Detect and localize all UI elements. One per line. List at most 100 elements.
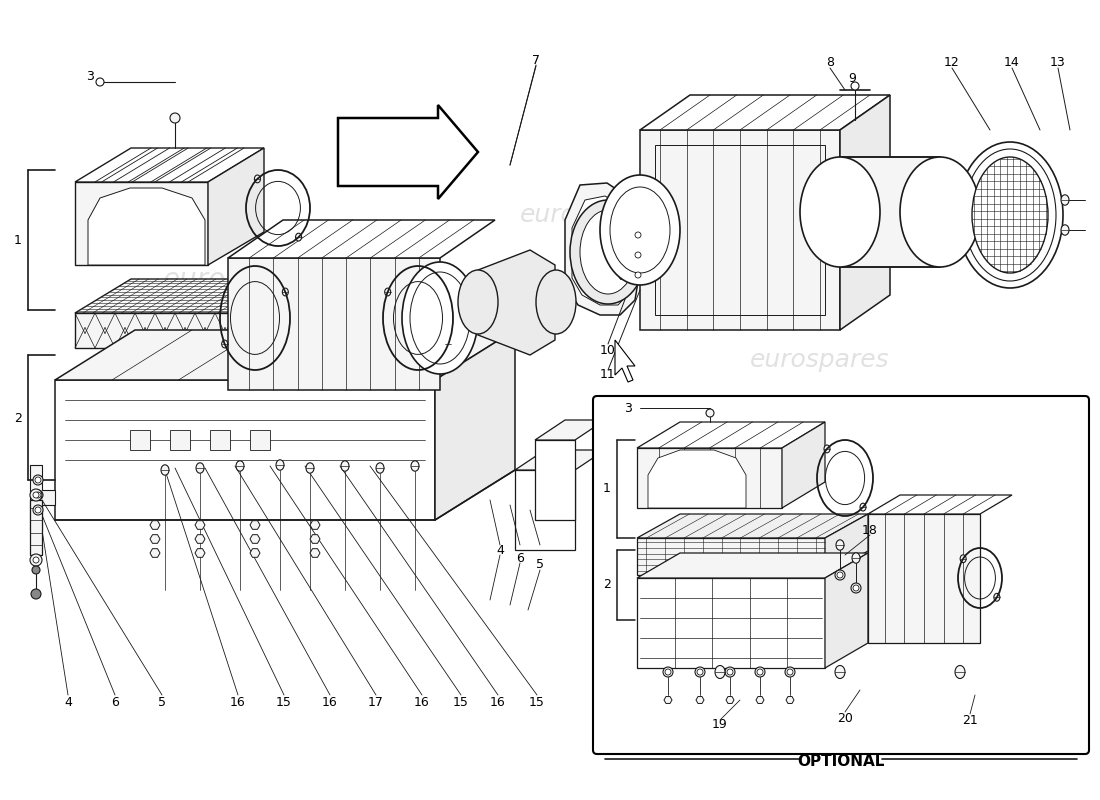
Polygon shape — [228, 258, 440, 390]
Ellipse shape — [860, 503, 866, 511]
Text: 3: 3 — [624, 402, 631, 414]
Ellipse shape — [196, 462, 204, 474]
Text: 7: 7 — [532, 54, 540, 66]
Polygon shape — [170, 430, 190, 450]
Text: 5: 5 — [536, 558, 544, 571]
Ellipse shape — [283, 288, 288, 296]
Ellipse shape — [32, 566, 40, 574]
Polygon shape — [640, 95, 890, 130]
Ellipse shape — [35, 507, 41, 513]
Polygon shape — [572, 196, 632, 305]
Text: 11: 11 — [601, 369, 616, 382]
Text: eurospares: eurospares — [520, 203, 660, 227]
Polygon shape — [618, 250, 628, 259]
Ellipse shape — [276, 460, 284, 470]
Polygon shape — [235, 279, 292, 348]
Text: 9: 9 — [848, 71, 856, 85]
Ellipse shape — [900, 157, 980, 267]
Ellipse shape — [33, 492, 39, 498]
Text: eurospares: eurospares — [750, 348, 890, 372]
Text: 14: 14 — [1004, 55, 1020, 69]
Ellipse shape — [635, 252, 641, 258]
Polygon shape — [868, 514, 980, 643]
Polygon shape — [250, 521, 260, 530]
Ellipse shape — [170, 113, 180, 123]
Ellipse shape — [33, 490, 43, 500]
Ellipse shape — [666, 669, 671, 675]
Polygon shape — [696, 697, 704, 703]
Polygon shape — [195, 534, 205, 543]
Text: 15: 15 — [453, 697, 469, 710]
Text: 2: 2 — [603, 578, 611, 591]
Text: 18: 18 — [862, 523, 878, 537]
Polygon shape — [786, 697, 794, 703]
Ellipse shape — [536, 270, 576, 334]
Text: 6: 6 — [111, 697, 119, 710]
Ellipse shape — [755, 667, 764, 677]
Ellipse shape — [706, 409, 714, 417]
Text: 3: 3 — [86, 70, 94, 83]
Polygon shape — [637, 538, 825, 575]
Text: 15: 15 — [276, 697, 292, 710]
Polygon shape — [55, 330, 515, 380]
Ellipse shape — [786, 669, 793, 675]
Text: 10: 10 — [601, 343, 616, 357]
Polygon shape — [30, 500, 42, 555]
Polygon shape — [195, 521, 205, 530]
Text: 19: 19 — [712, 718, 728, 731]
Polygon shape — [88, 188, 205, 265]
Polygon shape — [75, 313, 235, 348]
Polygon shape — [195, 549, 205, 558]
Ellipse shape — [31, 589, 41, 599]
Polygon shape — [637, 553, 868, 578]
Text: 4: 4 — [496, 543, 504, 557]
Ellipse shape — [30, 489, 42, 501]
Ellipse shape — [851, 583, 861, 593]
Ellipse shape — [376, 462, 384, 474]
Ellipse shape — [402, 262, 478, 374]
Polygon shape — [515, 470, 575, 550]
Polygon shape — [726, 697, 734, 703]
Polygon shape — [338, 105, 478, 199]
Ellipse shape — [411, 461, 419, 471]
Ellipse shape — [306, 462, 313, 474]
Text: 8: 8 — [826, 55, 834, 69]
Ellipse shape — [957, 142, 1063, 288]
Ellipse shape — [410, 272, 470, 364]
Ellipse shape — [1062, 194, 1069, 206]
Text: 20: 20 — [837, 711, 852, 725]
Polygon shape — [825, 553, 868, 668]
Ellipse shape — [785, 667, 795, 677]
Ellipse shape — [836, 540, 844, 550]
Polygon shape — [756, 697, 764, 703]
Ellipse shape — [236, 461, 244, 471]
Ellipse shape — [852, 585, 859, 591]
Polygon shape — [75, 148, 264, 182]
Ellipse shape — [757, 669, 763, 675]
Ellipse shape — [570, 200, 646, 304]
Polygon shape — [228, 220, 495, 258]
Ellipse shape — [835, 666, 845, 678]
Text: 4: 4 — [64, 697, 72, 710]
Ellipse shape — [697, 669, 703, 675]
Polygon shape — [640, 130, 840, 330]
Polygon shape — [618, 270, 628, 279]
Ellipse shape — [851, 82, 859, 90]
Polygon shape — [515, 450, 605, 470]
Ellipse shape — [30, 554, 42, 566]
Text: 21: 21 — [962, 714, 978, 726]
Polygon shape — [250, 549, 260, 558]
Text: eurospares: eurospares — [163, 266, 318, 294]
Polygon shape — [478, 250, 556, 355]
Ellipse shape — [635, 272, 641, 278]
Ellipse shape — [725, 667, 735, 677]
Text: 17: 17 — [368, 697, 384, 710]
Polygon shape — [535, 440, 575, 520]
Polygon shape — [637, 514, 868, 538]
Polygon shape — [618, 230, 628, 239]
Text: OPTIONAL: OPTIONAL — [798, 754, 884, 770]
Text: 16: 16 — [322, 697, 338, 710]
Polygon shape — [648, 450, 746, 508]
Ellipse shape — [35, 477, 41, 483]
Ellipse shape — [296, 234, 301, 241]
